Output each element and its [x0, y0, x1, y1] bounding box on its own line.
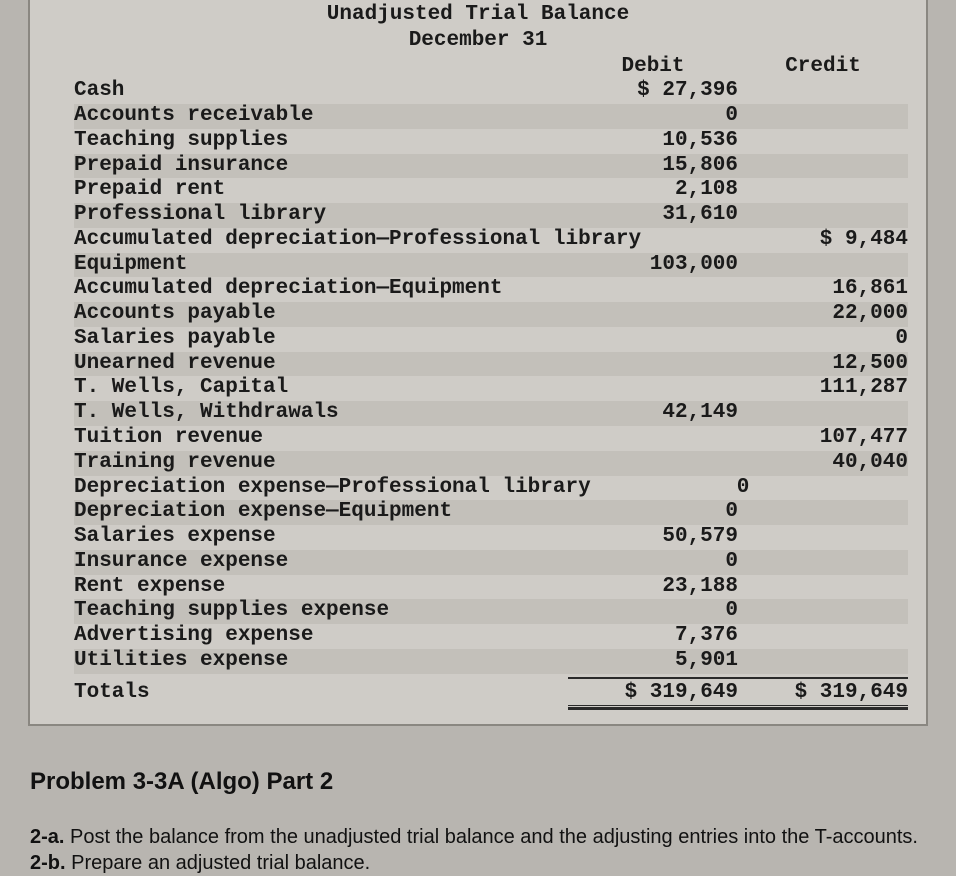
tb-row: Salaries expense50,579	[74, 525, 908, 550]
tb-row: Accumulated depreciation—Equipment 16,861	[74, 277, 908, 302]
tb-row: Tuition revenue 107,477	[74, 426, 908, 451]
tb-debit-value: 0	[568, 104, 738, 129]
tb-row: Depreciation expense—Professional librar…	[74, 476, 908, 501]
tb-debit-value: 42,149	[568, 401, 738, 426]
tb-debit-value: 7,376	[568, 624, 738, 649]
tb-col-credit: Credit	[738, 55, 908, 80]
tb-account-name: Unearned revenue	[74, 352, 568, 377]
tb-rows: Cash$ 27,396Accounts receivable0Teaching…	[74, 79, 908, 673]
tb-account-name: Accounts payable	[74, 302, 568, 327]
tb-row: Professional library31,610	[74, 203, 908, 228]
tb-credit-value: 16,861	[738, 277, 908, 302]
tb-account-name: Accumulated depreciation—Equipment	[74, 277, 568, 302]
tb-row: Equipment103,000	[74, 253, 908, 278]
tb-title-line1: Unadjusted Trial Balance	[30, 2, 926, 28]
tb-debit-value: 50,579	[568, 525, 738, 550]
tb-account-name: Depreciation expense—Professional librar…	[74, 476, 591, 501]
tb-totals-row: Totals $ 319,649 $ 319,649	[74, 677, 908, 706]
tb-credit-value: 111,287	[738, 376, 908, 401]
tb-row: Prepaid insurance15,806	[74, 154, 908, 179]
tb-account-name: T. Wells, Capital	[74, 376, 568, 401]
tb-credit-value: 12,500	[738, 352, 908, 377]
tb-grid: Debit Credit Cash$ 27,396Accounts receiv…	[30, 55, 926, 706]
tb-row: Training revenue 40,040	[74, 451, 908, 476]
tb-account-name: Training revenue	[74, 451, 568, 476]
tb-row: Cash$ 27,396	[74, 79, 908, 104]
tb-row: Salaries payable 0	[74, 327, 908, 352]
problem-heading: Problem 3-3A (Algo) Part 2	[30, 768, 926, 796]
tb-account-name: T. Wells, Withdrawals	[74, 401, 568, 426]
tb-row: Accounts receivable0	[74, 104, 908, 129]
tb-debit-value: 0	[568, 599, 738, 624]
tb-credit-value: 22,000	[738, 302, 908, 327]
tb-credit-value: 40,040	[738, 451, 908, 476]
tb-account-name: Utilities expense	[74, 649, 568, 674]
tb-account-name: Cash	[74, 79, 568, 104]
tb-account-name: Tuition revenue	[74, 426, 568, 451]
tb-row: Teaching supplies10,536	[74, 129, 908, 154]
problem-line-a: 2-a. Post the balance from the unadjuste…	[30, 824, 926, 850]
tb-debit-value: 23,188	[568, 575, 738, 600]
tb-debit-value: 0	[568, 550, 738, 575]
problem-line-b-lead: 2-b.	[30, 852, 66, 874]
problem-line-a-lead: 2-a.	[30, 826, 64, 848]
tb-row: Prepaid rent2,108	[74, 178, 908, 203]
tb-account-name: Advertising expense	[74, 624, 568, 649]
tb-row: Rent expense23,188	[74, 575, 908, 600]
tb-debit-value: 2,108	[568, 178, 738, 203]
tb-totals-credit: $ 319,649	[738, 677, 908, 706]
tb-debit-value: 103,000	[568, 253, 738, 278]
tb-debit-value: 31,610	[568, 203, 738, 228]
tb-col-debit: Debit	[568, 55, 738, 80]
tb-account-name: Equipment	[74, 253, 568, 278]
tb-account-name: Teaching supplies expense	[74, 599, 568, 624]
tb-account-name: Professional library	[74, 203, 568, 228]
tb-totals-double-rule	[30, 705, 926, 710]
tb-row: Accounts payable 22,000	[74, 302, 908, 327]
tb-row: Accumulated depreciation—Professional li…	[74, 228, 908, 253]
tb-debit-value: 10,536	[568, 129, 738, 154]
tb-row: Insurance expense0	[74, 550, 908, 575]
tb-row: T. Wells, Withdrawals42,149	[74, 401, 908, 426]
tb-account-name: Salaries expense	[74, 525, 568, 550]
tb-totals-debit: $ 319,649	[568, 677, 738, 706]
tb-account-name: Rent expense	[74, 575, 568, 600]
tb-debit-value: 0	[591, 476, 750, 501]
tb-credit-value: $ 9,484	[775, 228, 908, 253]
tb-account-name: Accumulated depreciation—Professional li…	[74, 228, 641, 253]
problem-line-a-text: Post the balance from the unadjusted tri…	[64, 826, 918, 848]
tb-account-name: Depreciation expense—Equipment	[74, 500, 568, 525]
tb-debit-value: 5,901	[568, 649, 738, 674]
tb-credit-value: 107,477	[738, 426, 908, 451]
tb-row: Unearned revenue 12,500	[74, 352, 908, 377]
tb-row: Utilities expense5,901	[74, 649, 908, 674]
tb-account-name: Teaching supplies	[74, 129, 568, 154]
tb-account-name: Accounts receivable	[74, 104, 568, 129]
tb-account-name: Prepaid rent	[74, 178, 568, 203]
tb-row: T. Wells, Capital 111,287	[74, 376, 908, 401]
trial-balance-box: Unadjusted Trial Balance December 31 Deb…	[28, 0, 928, 726]
tb-title-line2: December 31	[30, 28, 926, 54]
tb-debit-value: 15,806	[568, 154, 738, 179]
tb-account-name: Insurance expense	[74, 550, 568, 575]
tb-debit-value: 0	[568, 500, 738, 525]
problem-instructions: 2-a. Post the balance from the unadjuste…	[30, 824, 926, 876]
tb-account-name: Prepaid insurance	[74, 154, 568, 179]
problem-line-b: 2-b. Prepare an adjusted trial balance.	[30, 850, 926, 876]
problem-line-b-text: Prepare an adjusted trial balance.	[66, 852, 371, 874]
tb-column-headers: Debit Credit	[74, 55, 908, 80]
tb-row: Teaching supplies expense0	[74, 599, 908, 624]
tb-title: Unadjusted Trial Balance December 31	[30, 0, 926, 55]
tb-totals-label: Totals	[74, 681, 568, 706]
tb-account-name: Salaries payable	[74, 327, 568, 352]
tb-credit-value: 0	[738, 327, 908, 352]
tb-row: Advertising expense7,376	[74, 624, 908, 649]
tb-debit-value: $ 27,396	[568, 79, 738, 104]
tb-row: Depreciation expense—Equipment0	[74, 500, 908, 525]
